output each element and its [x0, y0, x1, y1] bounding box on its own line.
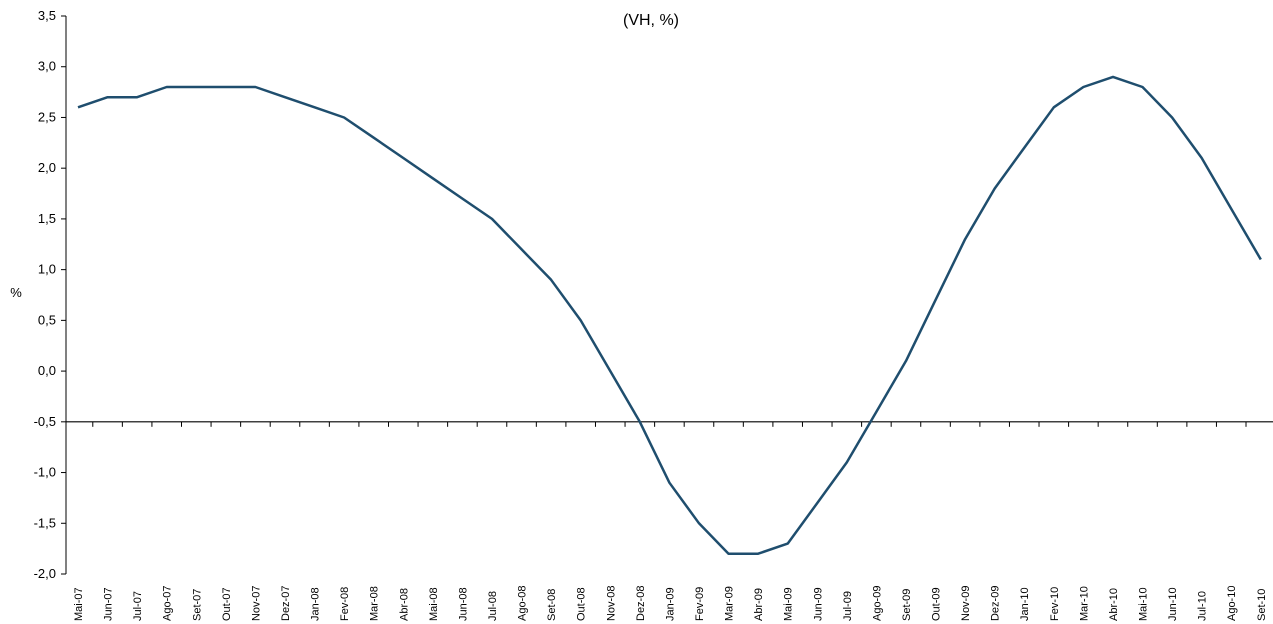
x-tick-label: Jul-07: [132, 591, 144, 621]
x-tick-label: Jan-09: [664, 587, 676, 621]
y-tick-label: 0,5: [38, 312, 56, 327]
x-tick-label: Nov-08: [605, 586, 617, 621]
y-tick-label: 3,5: [38, 8, 56, 23]
x-tick-label: Jan-08: [310, 587, 322, 621]
x-tick-label: Abr-09: [753, 588, 765, 621]
x-tick-label: Mai-08: [428, 587, 440, 621]
chart-title: (VH, %): [623, 12, 679, 29]
x-tick-label: Set-08: [546, 589, 558, 621]
y-tick-label: -1,0: [34, 465, 56, 480]
x-axis: Mai-07 Jun-07 Jul-07 Ago-07 Set-07 Out-07 Nov-…: [66, 421, 1273, 621]
series-line: [77, 75, 1262, 555]
y-tick-label: 2,5: [38, 109, 56, 124]
y-tick-label: -2,0: [34, 566, 56, 581]
y-tick-label: 0,0: [38, 363, 56, 378]
x-tick-label: Ago-08: [517, 586, 529, 621]
x-tick-label: Dez-08: [635, 586, 647, 621]
x-tick-label: Out-08: [576, 587, 588, 621]
x-tick-label: Dez-09: [990, 586, 1002, 621]
y-tick-label: -1,5: [34, 515, 56, 530]
x-tick-label: Ago-07: [162, 586, 174, 621]
x-tick-label: Mar-08: [369, 586, 381, 621]
x-tick-label: Fev-09: [694, 587, 706, 621]
series-group: [77, 75, 1262, 555]
y-tick-label: -0,5: [34, 414, 56, 429]
x-tick-label: Mar-10: [1078, 586, 1090, 621]
x-tick-label: Abr-08: [398, 588, 410, 621]
x-tick-label: Out-07: [221, 587, 233, 621]
x-tick-label: Set-09: [901, 589, 913, 621]
x-tick-label: Fev-10: [1049, 587, 1061, 621]
x-tick-label: Abr-10: [1108, 588, 1120, 621]
x-tick-label: Jun-08: [457, 587, 469, 621]
x-tick-label: Jul-09: [842, 591, 854, 621]
y-tick-label: 1,0: [38, 262, 56, 277]
y-tick-label: 3,0: [38, 59, 56, 74]
y-tick-label: 2,0: [38, 160, 56, 175]
x-tick-label: Mai-10: [1138, 587, 1150, 621]
x-tick-label: Ago-10: [1226, 586, 1238, 621]
x-tick-label: Fev-08: [339, 587, 351, 621]
x-tick-label: Jun-10: [1167, 587, 1179, 621]
x-tick-label: Jan-10: [1019, 587, 1031, 621]
x-tick-label: Nov-07: [250, 586, 262, 621]
x-tick-label: Mar-09: [724, 586, 736, 621]
y-axis-label: %: [10, 285, 22, 300]
x-tick-label: Jul-08: [487, 591, 499, 621]
x-tick-label: Set-10: [1256, 589, 1268, 621]
x-tick-label: Nov-09: [960, 586, 972, 621]
x-tick-label: Out-09: [931, 587, 943, 621]
y-axis: 3,5 3,0 2,5 2,0 1,5 1,0 0,5 0,0 -0,5 -1,0 -1,5 -2,0: [34, 8, 67, 581]
y-tick-label: 1,5: [38, 211, 56, 226]
x-tick-label: Ago-09: [871, 586, 883, 621]
x-tick-label: Jul-10: [1197, 591, 1209, 621]
x-tick-label: Mai-07: [73, 587, 85, 621]
x-tick-label: Jun-07: [103, 587, 115, 621]
x-tick-label: Set-07: [191, 589, 203, 621]
x-tick-label: Dez-07: [280, 586, 292, 621]
x-tick-label: Mai-09: [783, 587, 795, 621]
x-tick-label: Jun-09: [812, 587, 824, 621]
